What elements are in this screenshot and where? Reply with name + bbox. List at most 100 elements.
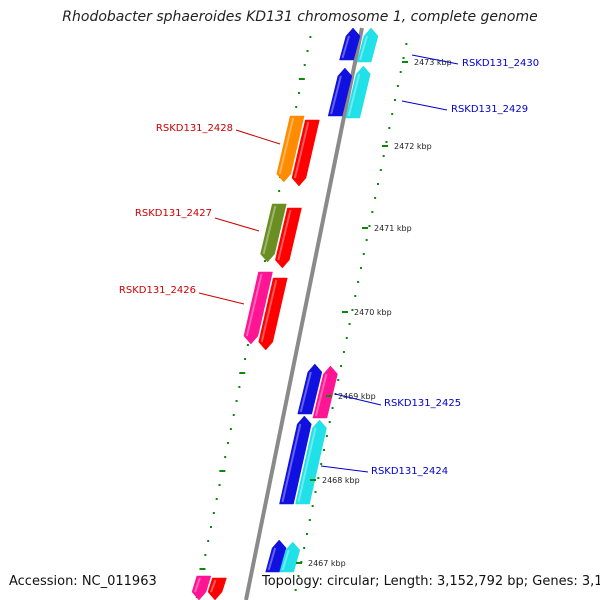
gene-arrow-highlight <box>347 73 361 117</box>
gene-arrow <box>258 277 288 351</box>
ring-dot <box>295 106 298 108</box>
gene-label-rskd131_2425: RSKD131_2425 <box>384 398 461 409</box>
ring-dot <box>348 323 351 325</box>
ring-dot <box>374 197 377 199</box>
scale-tick-label: 2470 kbp <box>354 308 392 317</box>
gene-arrow-highlight <box>194 577 201 593</box>
scale-ticks: 2473 kbp 2472 kbp 2471 kbp 2470 kbp 2469 kbp… <box>296 58 452 568</box>
ring-dot <box>219 470 226 472</box>
ring-dot <box>263 260 266 262</box>
ring-dot <box>232 414 235 416</box>
ring-dot <box>224 456 227 458</box>
map-title: Rhodobacter sphaeroides KD131 chromosome… <box>62 9 538 25</box>
ring-dot <box>311 505 314 507</box>
topology-text: Topology: circular; Length: 3,152,792 bp… <box>262 574 600 589</box>
gene-arrow <box>312 365 338 419</box>
gene-label-leader <box>401 100 448 111</box>
scale-tick-label: 2469 kbp <box>338 392 376 401</box>
ring-dot <box>362 253 365 255</box>
gene-label-leader <box>214 217 260 232</box>
gene-label-rskd131_2427: RSKD131_2427 <box>135 208 212 219</box>
gene-arrow <box>207 577 227 600</box>
gene-arrow <box>297 363 323 415</box>
gene-arrow <box>275 207 302 269</box>
gene-label-leader <box>334 393 382 406</box>
ring-dot <box>207 540 210 542</box>
ring-dot <box>340 365 343 367</box>
ring-dot <box>337 379 340 381</box>
ring-dot <box>306 533 309 535</box>
gene-features <box>191 27 379 600</box>
ring-dot <box>368 225 371 227</box>
ring-dot <box>405 43 408 45</box>
ring-dot <box>303 64 306 66</box>
ring-dot <box>298 78 305 80</box>
ring-dot <box>314 491 317 493</box>
ring-dot <box>365 239 368 241</box>
ring-dot <box>204 554 207 556</box>
ring-dot <box>328 421 331 423</box>
ring-dot <box>351 309 354 311</box>
gene-arrow <box>345 65 371 119</box>
ring-dot <box>212 512 215 514</box>
ring-dot <box>317 477 320 479</box>
accession-text: Accession: NC_011963 <box>9 574 157 589</box>
scale-tick <box>402 61 408 63</box>
gene-arrow <box>356 27 379 63</box>
gene-arrow-highlight <box>262 205 277 255</box>
scale-tick <box>362 227 368 229</box>
gene-arrow-highlight <box>341 35 350 59</box>
gene-arrow-highlight <box>314 373 328 417</box>
scale-tick <box>310 479 316 481</box>
ring-dot <box>278 190 281 192</box>
gene-arrow-highlight <box>210 579 217 593</box>
ring-dot <box>297 575 300 577</box>
gene-arrow <box>260 203 287 263</box>
ring-dot <box>246 344 249 346</box>
gene-label-rskd131_2429: RSKD131_2429 <box>451 104 528 115</box>
gene-label-rskd131_2424: RSKD131_2424 <box>371 466 448 477</box>
gene-label-leader <box>411 54 459 65</box>
gene-arrow-highlight <box>297 427 317 503</box>
gene-labels: RSKD131_2430 RSKD131_2429 RSKD131_2428 RSKD… <box>119 54 539 477</box>
ring-dot <box>215 498 218 500</box>
gene-label-leader <box>235 129 281 145</box>
gene-arrow-highlight <box>281 423 302 503</box>
scale-tick-label: 2468 kbp <box>322 476 360 485</box>
ring-dot <box>357 281 360 283</box>
ring-dot <box>345 337 348 339</box>
gene-arrow <box>327 67 353 117</box>
scale-tick-label: 2472 kbp <box>394 142 432 151</box>
gene-arrow <box>339 27 361 61</box>
ring-dot <box>294 589 297 591</box>
ring-dot <box>210 526 213 528</box>
gene-arrow <box>243 271 273 345</box>
gene-arrow <box>279 541 301 573</box>
gene-arrow <box>276 115 305 183</box>
gene-arrow <box>291 119 320 187</box>
gene-arrow-highlight <box>260 279 278 343</box>
ring-dot <box>306 50 309 52</box>
scale-tick-label: 2471 kbp <box>374 224 412 233</box>
ring-dot <box>218 484 221 486</box>
gene-arrow <box>279 415 312 505</box>
backbone-line <box>244 27 364 600</box>
gene-arrow-highlight <box>278 117 295 175</box>
ring-dot <box>342 351 345 353</box>
ring-dot <box>396 85 399 87</box>
gene-arrow <box>265 539 287 573</box>
scale-tick-label: 2473 kbp <box>414 58 452 67</box>
gene-arrow-highlight <box>267 547 277 571</box>
ring-dot <box>239 372 246 374</box>
ring-dot <box>227 442 230 444</box>
gene-label-leader <box>198 292 245 305</box>
scale-tick-label: 2467 kbp <box>308 559 346 568</box>
ring-dot <box>385 141 388 143</box>
gene-label-leader <box>320 465 369 473</box>
ring-dot <box>303 547 306 549</box>
ring-dot <box>199 568 206 570</box>
ring-dot <box>331 407 334 409</box>
gene-arrow-highlight <box>245 273 263 337</box>
ring-dot <box>309 36 312 38</box>
ring-dot <box>244 358 247 360</box>
